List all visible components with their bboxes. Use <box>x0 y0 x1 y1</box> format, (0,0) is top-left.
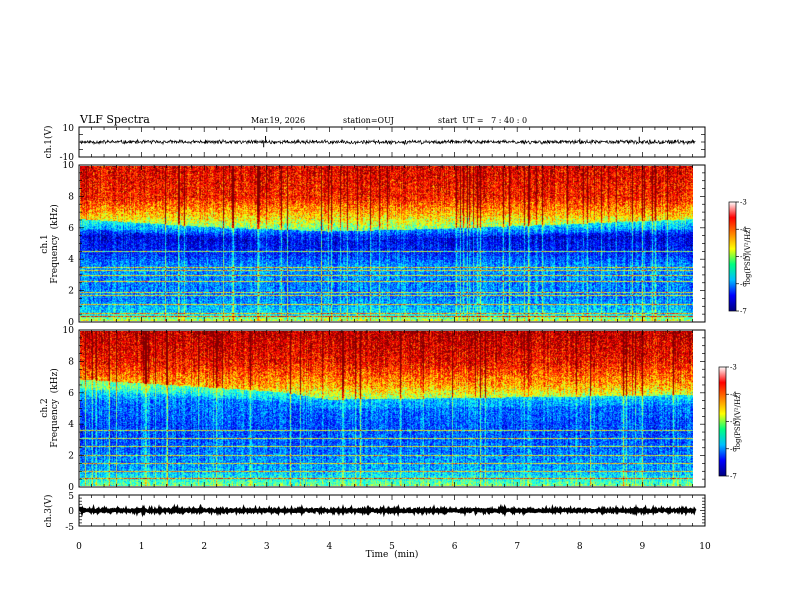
ch1-freq-ylabel-line2: Frequency (kHz) <box>49 204 60 283</box>
freq-tick-label: 4 <box>68 420 74 430</box>
ch2-freq-ylabel-line1: ch.2 <box>40 398 50 417</box>
freq-tick-label: 2 <box>68 287 74 297</box>
ch2-colorbar <box>719 367 726 476</box>
time-tick-label: 4 <box>327 542 333 552</box>
ch1-colorbar-ticks: -3 -4 -5 -6 -7 <box>736 199 747 316</box>
freq-tick-label: 6 <box>68 389 74 399</box>
ch3-ytick-bottom: -5 <box>65 523 74 533</box>
ch3-ticks <box>78 494 706 527</box>
ch1-colorbar <box>729 202 736 311</box>
station-label: station=OUJ <box>343 116 394 125</box>
freq-tick-label: 2 <box>68 452 74 462</box>
ch1-ylabel: ch.1(V) <box>43 126 54 159</box>
colorbar-tick-label: -4 <box>740 226 747 234</box>
freq-tick-label: 0 <box>68 318 74 328</box>
time-axis-label: Time (min) <box>366 549 419 560</box>
ch1-ytick-top: 10 <box>63 124 75 134</box>
chart-title: VLF Spectra <box>79 113 150 126</box>
colorbar-tick-label: -7 <box>730 473 737 481</box>
time-tick-label: 9 <box>640 542 646 552</box>
start-ut-label: start UT = 7 : 40 : 0 <box>438 116 527 125</box>
ch1-spikes <box>263 136 656 148</box>
ch1-freq-tick-labels: 0 2 4 6 8 10 <box>63 161 75 328</box>
freq-tick-label: 0 <box>68 483 74 493</box>
colorbar-tick-label: -6 <box>740 280 747 288</box>
ch1-trace-line <box>79 138 696 146</box>
freq-tick-label: 4 <box>68 255 74 265</box>
colorbar-tick-label: -7 <box>740 308 747 316</box>
time-axis-tick-labels: 0 1 2 3 4 5 6 7 8 9 10 <box>76 542 711 552</box>
time-tick-label: 8 <box>577 542 583 552</box>
colorbar-tick-label: -4 <box>730 391 737 399</box>
ch1-spectrogram-ticks <box>78 164 706 323</box>
freq-tick-label: 10 <box>63 326 75 336</box>
ch3-ytick-middle: 0 <box>68 507 74 517</box>
ch1-freq-ylabel-line1: ch.1 <box>40 234 50 253</box>
ch1-ytick-bottom: -10 <box>60 153 75 163</box>
ch1-colorbar-label: log(PSD)(V²/Hz) <box>744 227 752 284</box>
time-tick-label: 3 <box>264 542 270 552</box>
ch1-ticks <box>78 126 706 158</box>
time-tick-label: 7 <box>514 542 520 552</box>
freq-tick-label: 6 <box>68 224 74 234</box>
time-tick-label: 0 <box>76 542 82 552</box>
date-label: Mar.19, 2026 <box>251 116 305 125</box>
ch3-waveform-panel: 5 0 -5 ch.3(V) <box>43 492 706 533</box>
ch3-trace-line <box>78 503 697 518</box>
freq-tick-label: 8 <box>68 192 74 202</box>
ch2-spectrogram-ticks <box>78 329 706 488</box>
ch2-freq-ylabel-line2: Frequency (kHz) <box>49 368 60 447</box>
colorbar-tick-label: -5 <box>740 253 747 261</box>
time-tick-label: 5 <box>389 542 395 552</box>
time-tick-label: 10 <box>699 542 711 552</box>
ch2-freq-tick-labels: 0 2 4 6 8 10 <box>63 326 75 493</box>
colorbar-tick-label: -6 <box>730 445 737 453</box>
ch2-colorbar-label: log(PSD)(V²/Hz) <box>734 392 742 449</box>
time-tick-label: 6 <box>452 542 458 552</box>
freq-tick-label: 10 <box>63 161 75 171</box>
time-tick-label: 2 <box>201 542 207 552</box>
ch1-waveform-panel: 10 -10 ch.1(V) <box>43 124 706 163</box>
freq-tick-label: 8 <box>68 357 74 367</box>
ch3-ylabel: ch.3(V) <box>43 495 54 528</box>
time-tick-label: 1 <box>139 542 145 552</box>
ch2-colorbar-ticks: -3 -4 -5 -6 -7 <box>726 364 737 481</box>
ch1-spectrogram-image <box>80 166 693 321</box>
colorbar-tick-label: -3 <box>740 199 747 207</box>
colorbar-tick-label: -5 <box>730 418 737 426</box>
ch2-spectrogram-image <box>80 331 693 486</box>
colorbar-tick-label: -3 <box>730 364 737 372</box>
ch3-ytick-top: 5 <box>68 492 74 502</box>
